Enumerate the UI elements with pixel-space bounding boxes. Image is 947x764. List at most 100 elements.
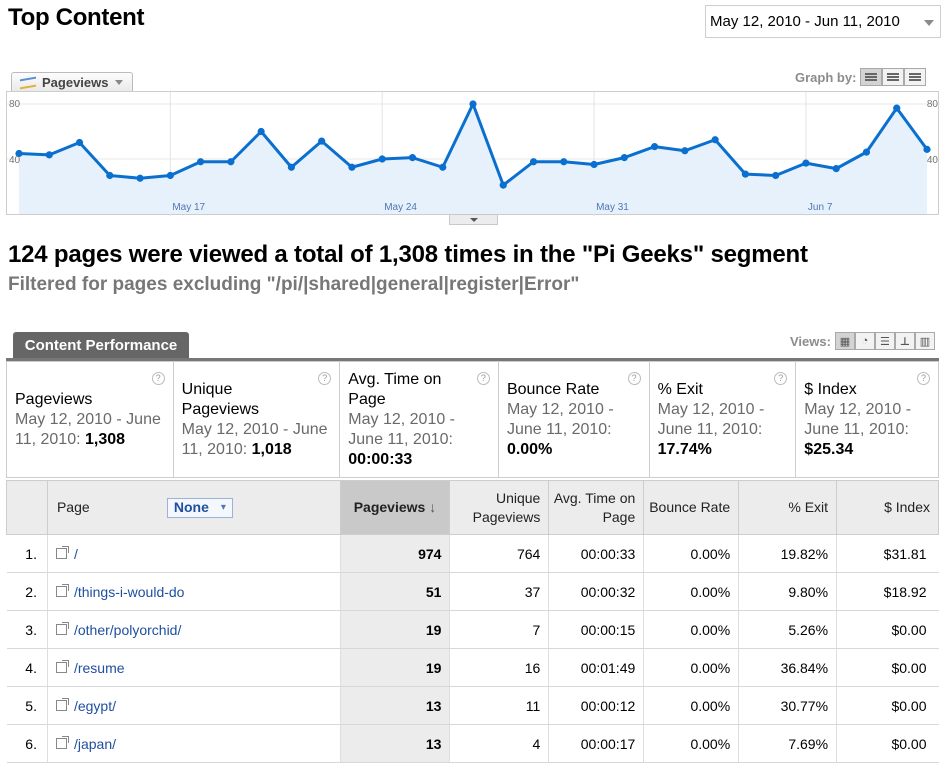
exit-cell: 36.84% [738, 648, 837, 687]
scorecard-label: Bounce Rate [506, 381, 600, 398]
data-point[interactable] [378, 155, 386, 163]
page-link[interactable]: /resume [73, 659, 125, 676]
pie-view-icon[interactable]: ◔ [854, 332, 875, 350]
page-link[interactable]: / [73, 545, 78, 562]
date-range-picker[interactable]: May 12, 2010 - Jun 11, 2010 [705, 5, 941, 38]
data-point[interactable] [560, 158, 568, 166]
data-point[interactable] [257, 127, 265, 136]
avg-time-cell: 00:00:17 [548, 724, 644, 763]
data-point[interactable] [45, 151, 53, 159]
data-point[interactable] [772, 171, 780, 180]
open-page-icon[interactable] [55, 546, 69, 559]
data-point[interactable] [923, 145, 931, 153]
pivot-view-icon[interactable]: ▥ [914, 332, 935, 350]
sort-down-icon: ↓ [429, 499, 437, 515]
collapse-chart-handle[interactable] [449, 214, 498, 225]
help-icon[interactable]: ? [917, 372, 930, 385]
open-page-icon[interactable] [55, 622, 69, 635]
week-icon [887, 73, 900, 81]
open-page-icon[interactable] [55, 698, 69, 711]
graph-by-week-button[interactable] [882, 68, 905, 86]
data-point[interactable] [802, 159, 810, 167]
open-page-icon[interactable] [55, 660, 69, 673]
data-point[interactable] [499, 181, 507, 189]
bounce-rate-cell: 0.00% [643, 686, 739, 725]
data-point[interactable] [227, 158, 235, 166]
page-cell: /egypt/ [46, 686, 341, 725]
data-point[interactable] [75, 138, 84, 147]
open-page-icon[interactable] [55, 584, 69, 597]
day-icon [865, 73, 878, 81]
page-link[interactable]: /things-i-would-do [73, 583, 185, 600]
avg-time-cell: 00:00:32 [548, 572, 644, 611]
data-point[interactable] [862, 148, 871, 156]
pageviews-cell: 974 [339, 534, 450, 573]
data-point[interactable] [318, 137, 326, 145]
data-point[interactable] [681, 147, 689, 155]
x-tick-label: May 31 [596, 202, 629, 213]
data-point[interactable] [408, 154, 417, 162]
y-tick-label: 40 [9, 155, 21, 166]
data-point[interactable] [651, 143, 659, 151]
pageviews-header[interactable]: Pageviews ↓ [339, 480, 451, 535]
page-link[interactable]: /japan/ [73, 735, 117, 752]
data-point[interactable] [197, 158, 205, 166]
graph-by-day-button[interactable] [860, 68, 883, 86]
index-value-header[interactable]: $ Index [836, 480, 939, 535]
scorecard-value: 0.00% [506, 441, 553, 458]
avg-time-header[interactable]: Avg. Time on Page [548, 480, 645, 535]
page-link[interactable]: /other/polyorchid/ [73, 621, 182, 638]
avg-time-cell: 00:00:12 [548, 686, 644, 725]
data-point[interactable] [469, 100, 477, 108]
graph-by-label: Graph by: [795, 69, 857, 85]
graph-by-month-button[interactable] [904, 68, 927, 86]
open-page-icon[interactable] [55, 736, 69, 749]
bounce-rate-cell: 0.00% [643, 534, 739, 573]
data-point[interactable] [893, 104, 901, 112]
tab-content-performance[interactable]: Content Performance [13, 332, 189, 359]
data-point[interactable] [166, 171, 174, 180]
chevron-down-icon [924, 20, 934, 26]
help-icon[interactable]: ? [318, 372, 332, 385]
table-row: 2. /things-i-would-do 51 37 00:00:32 0.00% 9.8… [6, 572, 939, 611]
segment-dropdown[interactable]: None ▾ [166, 497, 233, 518]
line-chart-icon [20, 76, 36, 89]
row-number: 6. [6, 724, 48, 763]
segment-dropdown-value: None [173, 499, 209, 515]
data-point[interactable] [529, 158, 538, 166]
scorecard-label: Unique Pageviews [181, 381, 260, 418]
data-point[interactable] [711, 136, 719, 144]
scorecard-label: $ Index [804, 381, 857, 398]
help-icon[interactable]: ? [774, 372, 788, 385]
unique-pageviews-cell: 7 [449, 610, 549, 649]
page-link[interactable]: /egypt/ [73, 697, 116, 714]
scorecard-range: May 12, 2010 - June 11, 2010: [15, 411, 161, 448]
index-cell: $0.00 [836, 686, 939, 725]
performance-view-icon[interactable]: ☰ [874, 332, 895, 350]
comparison-view-icon[interactable]: ⊥ [894, 332, 915, 350]
data-point[interactable] [620, 154, 628, 162]
data-point[interactable] [287, 163, 295, 171]
exit-header[interactable]: % Exit [738, 480, 838, 535]
help-icon[interactable]: ? [151, 372, 165, 385]
help-icon[interactable]: ? [627, 372, 641, 385]
table-view-icon[interactable]: ▦ [834, 332, 855, 350]
unique-pageviews-header[interactable]: Unique Pageviews [449, 480, 550, 535]
pageviews-cell: 13 [339, 686, 450, 725]
data-point[interactable] [15, 149, 23, 158]
data-point[interactable] [832, 165, 840, 173]
help-icon[interactable]: ? [476, 372, 490, 385]
exit-cell: 30.77% [738, 686, 837, 725]
data-point[interactable] [106, 171, 114, 180]
y-tick-label: 40 [927, 155, 939, 166]
scorecard-value: $25.34 [804, 441, 854, 458]
data-point[interactable] [348, 163, 356, 171]
index-header [6, 480, 48, 535]
data-point[interactable] [136, 174, 144, 182]
scorecard-exit: % Exit May 12, 2010 - June 11, 2010: 17.… [650, 362, 797, 477]
graph-metric-selector[interactable]: Pageviews [11, 72, 133, 92]
bounce-rate-header[interactable]: Bounce Rate [643, 480, 740, 535]
data-point[interactable] [741, 170, 750, 178]
data-point[interactable] [439, 163, 447, 171]
data-point[interactable] [590, 160, 598, 169]
